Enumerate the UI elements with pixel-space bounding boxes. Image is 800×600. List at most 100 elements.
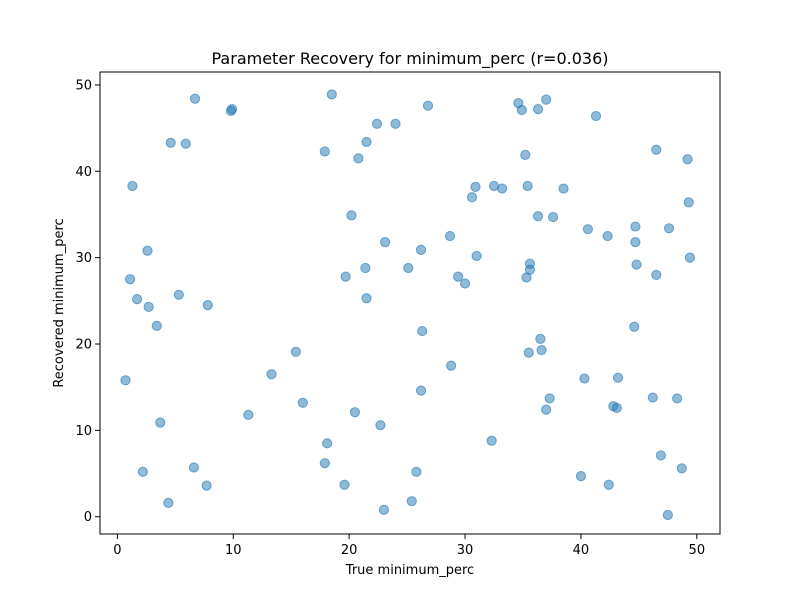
data-point <box>516 104 527 116</box>
data-point <box>151 320 162 331</box>
y-axis-ticks: 0 10 20 30 40 50 <box>75 78 100 525</box>
data-point <box>415 385 427 396</box>
data-point <box>227 104 238 115</box>
data-point <box>486 435 497 446</box>
data-point <box>655 450 667 461</box>
y-tick-label: 40 <box>75 165 92 180</box>
data-point <box>444 230 456 242</box>
data-point <box>360 262 371 274</box>
x-tick-label: 50 <box>689 543 706 558</box>
y-tick-label: 0 <box>84 510 92 525</box>
data-point <box>630 221 641 232</box>
data-point <box>403 262 414 274</box>
data-point <box>579 373 590 384</box>
data-point <box>663 223 675 234</box>
data-point <box>415 244 427 255</box>
data-point <box>684 252 695 263</box>
data-point <box>575 471 587 482</box>
y-tick-label: 30 <box>75 251 92 266</box>
data-point <box>548 211 559 223</box>
x-tick-label: 40 <box>573 543 590 558</box>
x-tick-label: 20 <box>341 543 358 558</box>
data-point <box>137 466 148 477</box>
data-point <box>406 496 417 507</box>
data-point <box>349 407 361 418</box>
data-point <box>631 259 642 270</box>
data-point <box>361 293 372 304</box>
data-point <box>536 344 547 356</box>
data-points <box>120 89 695 521</box>
data-point <box>446 360 457 371</box>
data-point <box>371 118 383 129</box>
data-point <box>125 274 136 285</box>
data-point <box>466 192 478 203</box>
data-point <box>266 369 277 380</box>
data-point <box>524 264 536 275</box>
data-point <box>390 118 401 129</box>
data-point <box>378 504 390 515</box>
data-point <box>603 479 614 490</box>
data-point <box>647 392 658 403</box>
data-point <box>522 180 533 192</box>
data-point <box>188 462 199 473</box>
data-point <box>361 136 372 148</box>
data-point <box>532 104 544 115</box>
data-point <box>202 300 213 311</box>
data-point <box>322 438 333 449</box>
data-point <box>319 146 330 157</box>
data-point <box>611 402 622 414</box>
data-point <box>682 154 693 165</box>
y-axis-label: Recovered minimum_perc <box>52 218 67 387</box>
data-point <box>520 149 531 160</box>
data-point <box>672 393 683 404</box>
data-point <box>612 372 624 383</box>
data-point <box>165 137 176 148</box>
data-point <box>651 269 662 281</box>
x-axis-label: True minimum_perc <box>345 563 474 578</box>
data-point <box>662 509 673 521</box>
data-point <box>173 289 184 300</box>
x-tick-label: 10 <box>225 543 242 558</box>
data-point <box>411 466 422 477</box>
data-point <box>143 301 154 312</box>
data-point <box>630 237 641 248</box>
data-point <box>676 463 687 474</box>
data-point <box>346 210 357 221</box>
data-point <box>379 237 391 248</box>
data-point <box>523 347 534 358</box>
data-point <box>683 197 694 208</box>
data-point <box>189 93 201 104</box>
data-point <box>339 479 350 490</box>
data-point <box>353 153 364 164</box>
data-point <box>590 110 602 122</box>
data-point <box>131 294 143 305</box>
data-point <box>375 420 386 431</box>
y-tick-label: 50 <box>75 78 92 93</box>
data-point <box>544 393 555 404</box>
data-point <box>541 94 552 105</box>
chart-title: Parameter Recovery for minimum_perc (r=0… <box>212 49 609 69</box>
plot-frame <box>99 71 721 535</box>
x-tick-label: 0 <box>113 543 121 558</box>
data-point <box>201 480 212 491</box>
data-point <box>127 180 138 192</box>
data-point <box>243 409 254 420</box>
data-point <box>535 333 546 344</box>
data-point <box>422 100 434 111</box>
data-point <box>180 138 191 149</box>
data-point <box>290 346 301 357</box>
data-point <box>497 183 508 194</box>
x-tick-label: 30 <box>457 543 474 558</box>
data-point <box>319 458 330 469</box>
data-point <box>452 271 464 282</box>
data-point <box>155 417 166 428</box>
data-point <box>326 89 337 100</box>
data-point <box>163 497 174 509</box>
data-point <box>582 224 593 235</box>
data-point <box>120 375 131 386</box>
data-point <box>558 183 569 194</box>
x-axis-ticks: 0 10 20 30 40 50 <box>113 534 705 558</box>
y-tick-label: 20 <box>75 338 92 353</box>
